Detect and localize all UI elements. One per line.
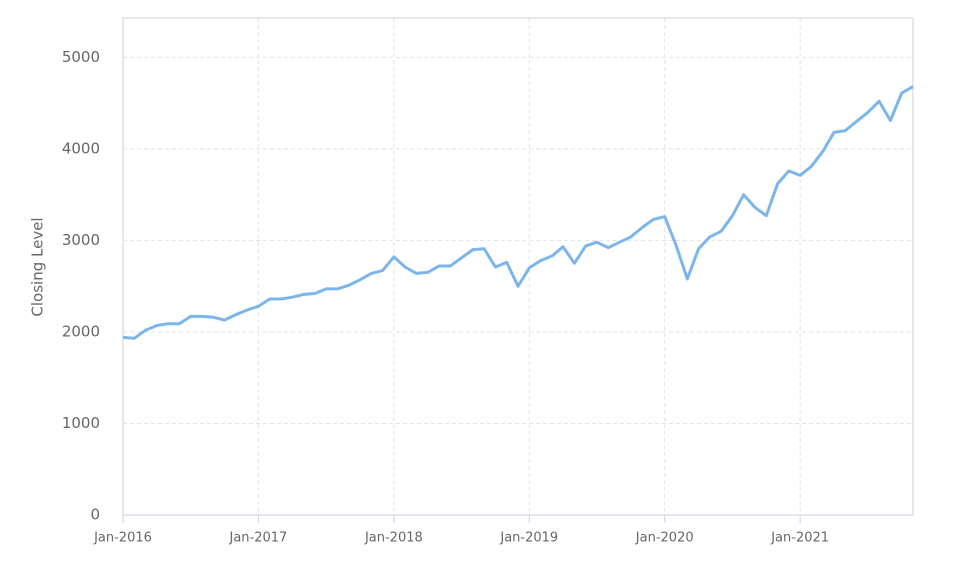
line [122, 85, 914, 340]
y-tick-label: 5000 [62, 48, 100, 66]
x-tick-label: Jan-2020 [635, 531, 694, 546]
plot-frame [122, 17, 914, 516]
x-tick-label: Jan-2021 [770, 531, 829, 546]
y-tick-label: 0 [90, 506, 100, 524]
x-tick-label: Jan-2018 [364, 531, 423, 546]
y-axis-title: Closing Level [29, 217, 47, 316]
y-tick-label: 1000 [62, 414, 100, 432]
y-tick-label: 4000 [62, 139, 100, 157]
y-tick-label: 2000 [62, 322, 100, 340]
y-tick-label: 3000 [62, 231, 100, 249]
x-tick-label: Jan-2019 [499, 531, 558, 546]
x-tick-label: Jan-2016 [93, 531, 152, 546]
x-tick-label: Jan-2017 [229, 531, 288, 546]
